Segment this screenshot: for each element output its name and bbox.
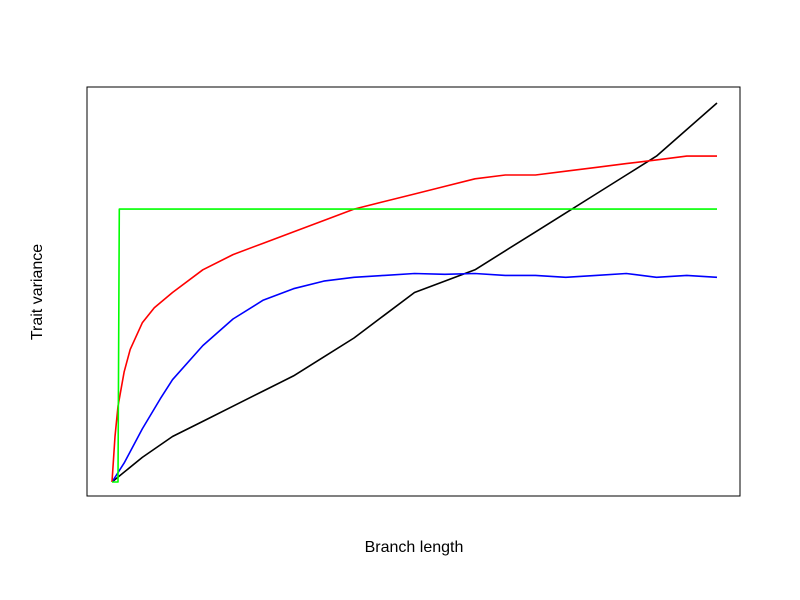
series-line-4	[112, 208, 717, 483]
series-layer	[111, 102, 718, 483]
series-line-2	[111, 272, 718, 483]
x-axis-label: Branch length	[365, 539, 464, 556]
series-line-1	[111, 102, 718, 483]
plot-frame	[86, 86, 741, 497]
series-line-3	[111, 155, 717, 483]
y-axis-label: Trait variance	[29, 244, 46, 340]
